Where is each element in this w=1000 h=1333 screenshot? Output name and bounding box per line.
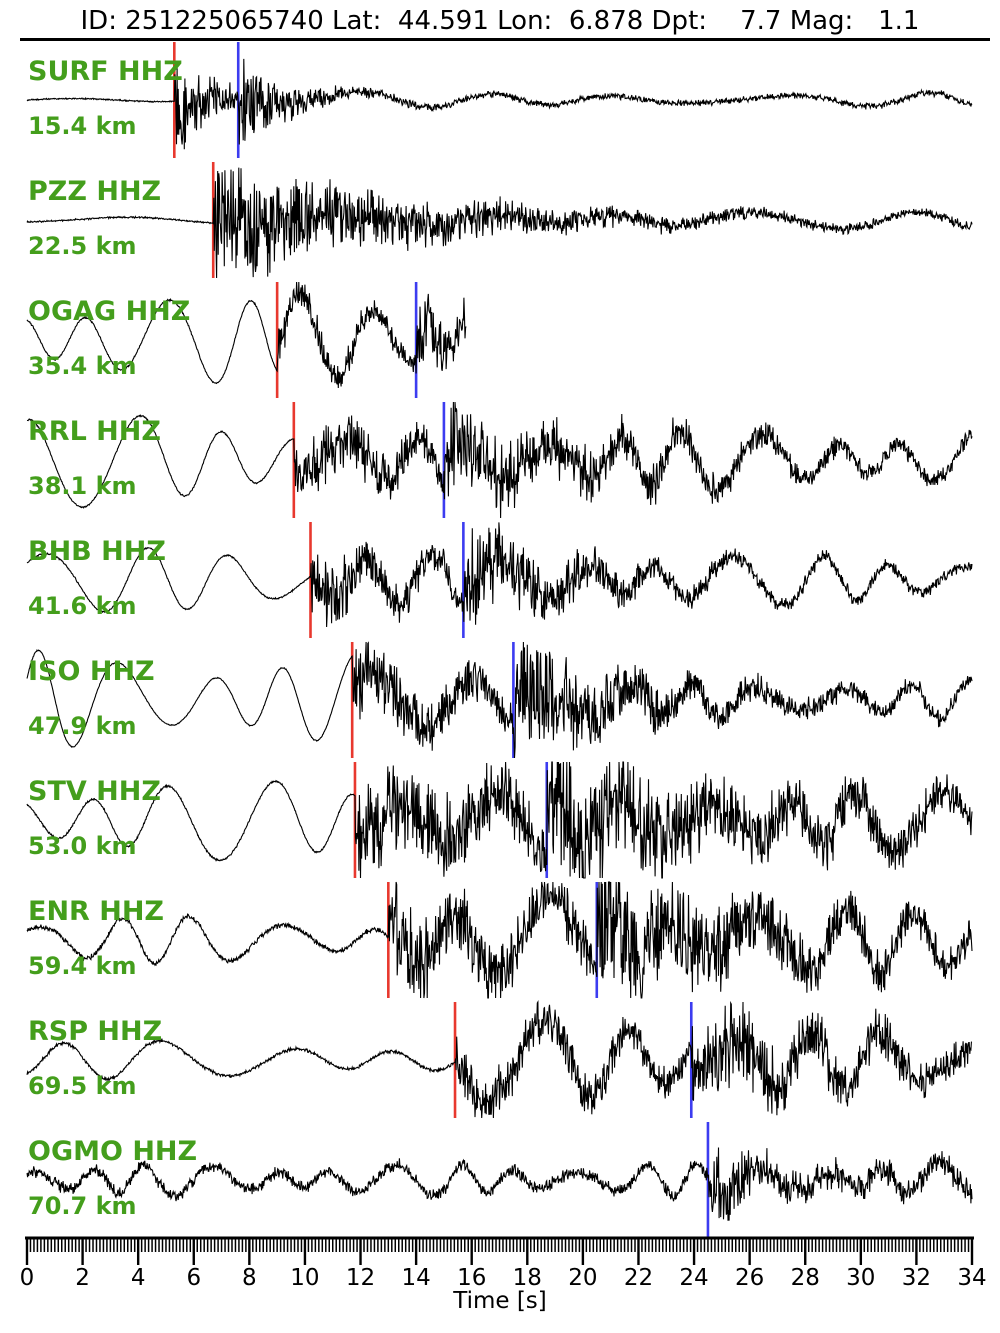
seismogram-trace <box>26 881 973 999</box>
tick-label: 0 <box>20 1265 35 1291</box>
station-row <box>26 522 973 638</box>
tick-label: 18 <box>513 1265 542 1291</box>
tick-label: 10 <box>290 1265 319 1291</box>
station-row <box>26 641 973 759</box>
event-title: ID: 251225065740 Lat: 44.591 Lon: 6.878 … <box>80 6 920 36</box>
station-row <box>26 1000 973 1119</box>
seismogram-trace <box>26 522 973 628</box>
seismogram-trace <box>26 58 973 150</box>
tick-label: 30 <box>846 1265 875 1291</box>
seismogram-trace <box>26 761 973 879</box>
tick-label: 16 <box>457 1265 486 1291</box>
tick-label: 24 <box>679 1265 708 1291</box>
tick-label: 12 <box>346 1265 375 1291</box>
seismogram-trace <box>26 281 467 389</box>
seismogram-trace <box>26 167 973 279</box>
tick-label: 4 <box>131 1265 146 1291</box>
time-axis: 0 2 4 6 8 10 12 14 16 18 20 22 24 26 28 30 32 34 <box>20 1236 987 1291</box>
station-row <box>26 1122 973 1238</box>
station-row <box>26 42 973 158</box>
seismogram-trace <box>26 401 973 519</box>
tick-label: 6 <box>186 1265 201 1291</box>
station-row <box>26 281 467 398</box>
station-row <box>26 401 973 519</box>
station-row <box>26 162 973 279</box>
title-underline <box>20 38 990 41</box>
station-row <box>26 881 973 999</box>
tick-label: 28 <box>791 1265 820 1291</box>
seismogram-trace <box>26 641 973 759</box>
tick-label: 26 <box>735 1265 764 1291</box>
x-axis-title: Time [s] <box>453 1288 547 1314</box>
tick-label: 2 <box>75 1265 90 1291</box>
tick-label: 14 <box>401 1265 430 1291</box>
tick-label: 32 <box>902 1265 931 1291</box>
station-row <box>26 761 973 879</box>
tick-label: 20 <box>568 1265 597 1291</box>
tick-label: 34 <box>957 1265 986 1291</box>
tick-label: 22 <box>624 1265 653 1291</box>
seismogram-trace <box>26 1000 973 1119</box>
tick-label: 8 <box>242 1265 257 1291</box>
seismogram-trace <box>26 1147 973 1221</box>
